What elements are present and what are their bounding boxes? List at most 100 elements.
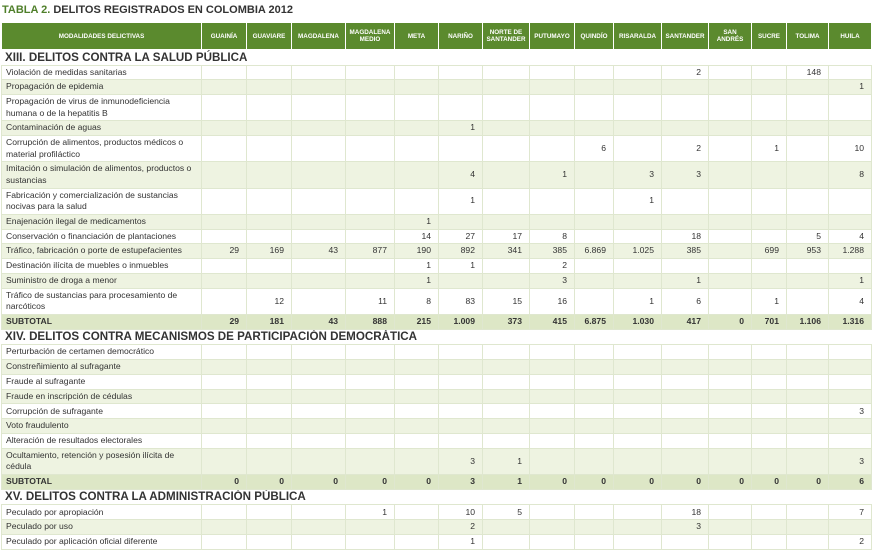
cell: [708, 534, 752, 550]
cell: 3: [613, 161, 662, 189]
cell: [529, 135, 575, 163]
column-header: PUTUMAYO: [529, 22, 575, 50]
cell: [394, 373, 439, 390]
cell: [291, 213, 346, 230]
cell: [201, 213, 247, 230]
column-header: RISARALDA: [613, 22, 662, 50]
cell: [751, 344, 787, 361]
cell: [345, 433, 395, 449]
cell: 1: [438, 187, 483, 215]
cell: [394, 403, 439, 420]
row-label: Propagación de virus de inmunodeficienci…: [1, 94, 202, 122]
data-row: Voto fraudulento: [1, 418, 872, 435]
row-label: Corrupción de alimentos, productos médic…: [1, 135, 202, 163]
cell: [201, 135, 247, 163]
data-row: Fraude en inscripción de cédulas: [1, 388, 872, 405]
row-label: Propagación de epidemia: [1, 79, 202, 96]
cell: 83: [438, 287, 483, 315]
cell: [529, 504, 575, 521]
cell: [394, 79, 439, 96]
column-header: MAGDALENA MEDIO: [345, 22, 395, 50]
cell: [246, 519, 292, 536]
cell: [708, 447, 752, 476]
data-row: Enajenación ilegal de medicamentos 1: [1, 213, 872, 230]
cell: [291, 272, 346, 289]
cell: [828, 64, 872, 81]
cell: [574, 373, 614, 390]
data-row: Fabricación y comercialización de sustan…: [1, 187, 872, 215]
cell: [613, 213, 662, 230]
data-row: Corrupción de alimentos, productos médic…: [1, 135, 872, 163]
cell: [201, 344, 247, 361]
cell: 701: [751, 313, 787, 330]
cell: [613, 403, 662, 420]
cell: 4: [438, 161, 483, 189]
cell: [786, 418, 829, 435]
cell: [482, 272, 530, 289]
row-label: Peculado por apropiación: [1, 504, 202, 521]
cell: [786, 135, 829, 163]
cell: 1.030: [613, 313, 662, 330]
cell: [345, 79, 395, 96]
cell: [394, 135, 439, 163]
cell: 6: [574, 135, 614, 163]
cell: [529, 418, 575, 435]
cell: [291, 344, 346, 361]
cell: 0: [201, 474, 247, 490]
cell: 1: [394, 213, 439, 230]
cell: 169: [246, 243, 292, 260]
cell: [482, 519, 530, 536]
cell: [613, 120, 662, 137]
cell: [786, 504, 829, 521]
cell: [786, 344, 829, 361]
cell: 888: [345, 313, 395, 330]
section-row: XIV. DELITOS CONTRA MECANISMOS DE PARTIC…: [1, 328, 872, 346]
cell: 29: [201, 243, 247, 260]
cell: 415: [529, 313, 575, 330]
cell: [201, 433, 247, 449]
cell: 0: [751, 474, 787, 490]
cell: 0: [394, 474, 439, 490]
cell: 1: [438, 120, 483, 137]
data-row: Peculado por apropiación 1 10 5 18 7: [1, 504, 872, 521]
cell: [828, 94, 872, 122]
cell: [438, 403, 483, 420]
cell: [246, 79, 292, 96]
cell: [708, 344, 752, 361]
cell: [661, 418, 709, 435]
cell: [201, 388, 247, 405]
subtotal-label: SUBTOTAL: [1, 474, 202, 490]
data-row: Peculado por aplicación oficial diferent…: [1, 534, 872, 550]
column-header: GUAVIARE: [246, 22, 292, 50]
cell: 3: [529, 272, 575, 289]
cell: [574, 403, 614, 420]
cell: [345, 187, 395, 215]
row-label: Tráfico de sustancias para procesamiento…: [1, 287, 202, 315]
cell: [708, 373, 752, 390]
cell: [246, 120, 292, 137]
cell: [574, 228, 614, 245]
cell: [291, 135, 346, 163]
row-label: Destinación ilícita de muebles o inmuebl…: [1, 258, 202, 274]
cell: 18: [661, 228, 709, 245]
cell: [613, 135, 662, 163]
cell: [394, 359, 439, 375]
cell: [482, 534, 530, 550]
cell: [438, 94, 483, 122]
cell: [201, 447, 247, 476]
cell: 0: [529, 474, 575, 490]
cell: [246, 534, 292, 550]
cell: [613, 534, 662, 550]
cell: 16: [529, 287, 575, 315]
cell: [246, 213, 292, 230]
cell: [786, 213, 829, 230]
cell: [661, 120, 709, 137]
cell: [661, 79, 709, 96]
caption-label: TABLA 2.: [2, 4, 51, 16]
cell: [482, 258, 530, 274]
cell: [246, 272, 292, 289]
cell: [574, 94, 614, 122]
cell: 6.869: [574, 243, 614, 260]
cell: [291, 447, 346, 476]
cell: [708, 94, 752, 122]
